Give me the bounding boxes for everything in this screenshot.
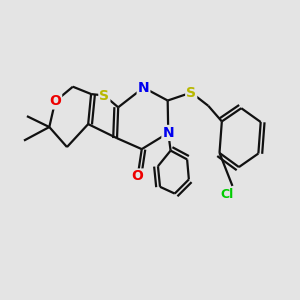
Text: O: O [49, 94, 61, 108]
Text: S: S [99, 88, 110, 103]
Text: N: N [138, 81, 149, 94]
Text: N: N [162, 126, 174, 140]
Text: Cl: Cl [220, 188, 233, 201]
Text: S: S [186, 85, 196, 100]
Text: O: O [132, 169, 144, 184]
